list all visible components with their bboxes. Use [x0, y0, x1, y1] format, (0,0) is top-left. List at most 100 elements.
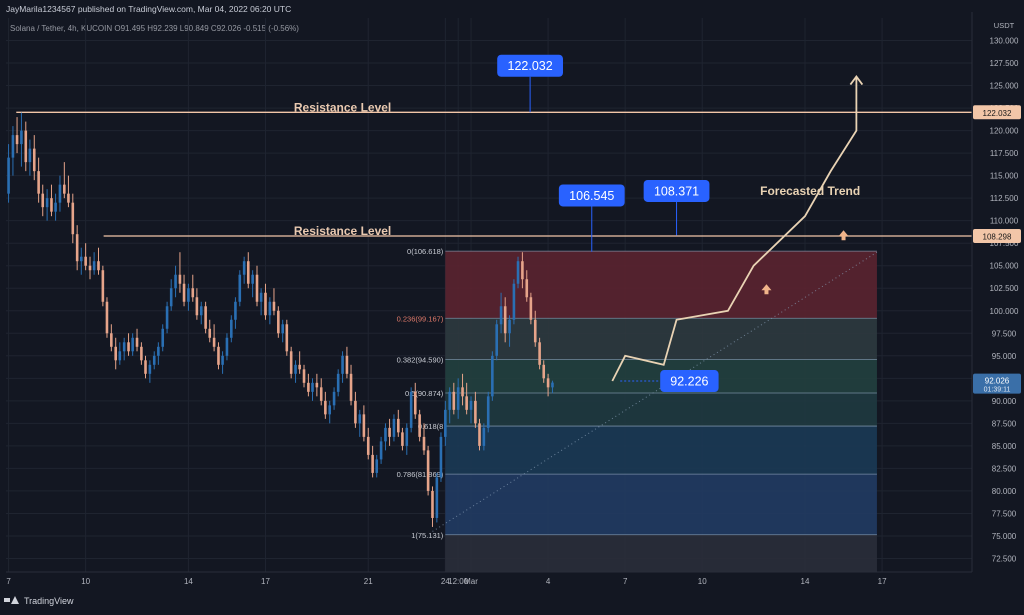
candle-body	[384, 427, 387, 442]
candle	[97, 247, 100, 275]
candle	[538, 337, 541, 370]
y-tick-label: 100.000	[990, 307, 1019, 316]
candle-body	[135, 337, 139, 347]
candle-body	[67, 193, 70, 203]
y-tick-label: 90.000	[992, 397, 1017, 406]
candle	[45, 189, 49, 221]
candle	[114, 337, 118, 370]
publisher-header: JayMarila1234567 published on TradingVie…	[6, 4, 292, 14]
candle	[259, 288, 263, 316]
fib-band	[445, 426, 877, 475]
price-callout-box	[643, 179, 710, 202]
x-tick-label: 10	[81, 577, 90, 586]
candle	[542, 360, 546, 383]
candle	[401, 427, 404, 451]
candle	[478, 418, 481, 451]
candle-body	[392, 418, 396, 437]
candle-body	[503, 306, 507, 334]
candle-body	[435, 477, 439, 518]
price-callout-box	[497, 54, 564, 77]
x-tick-label: 17	[878, 577, 887, 586]
y-tick-label: 105.000	[990, 262, 1019, 271]
candle-body	[465, 396, 468, 410]
candle	[392, 414, 396, 442]
candle-body	[533, 319, 537, 343]
fib-level-label: 0.786(81.869)	[397, 470, 444, 479]
y-tick-label: 125.000	[990, 82, 1019, 91]
candle-body	[144, 360, 147, 374]
forecast-path	[611, 76, 858, 382]
candle-body	[482, 427, 486, 446]
candle	[512, 279, 516, 325]
candle	[431, 486, 434, 527]
candle-body	[371, 454, 374, 473]
candle-body	[238, 274, 242, 302]
candle-body	[413, 391, 417, 415]
candle-body	[45, 198, 49, 208]
candle	[75, 225, 79, 271]
candle	[413, 382, 417, 419]
candle	[384, 423, 387, 451]
candle-body	[97, 261, 100, 271]
y-tick-label: 130.000	[990, 37, 1019, 46]
candle-body	[285, 324, 289, 352]
fib-band	[445, 474, 877, 535]
last-price-value: 92.026	[985, 377, 1010, 386]
candle	[7, 144, 10, 203]
candle	[110, 324, 113, 352]
candle	[405, 423, 409, 455]
candle	[191, 274, 195, 302]
candle	[426, 445, 430, 496]
candle	[465, 382, 468, 415]
candle-body	[272, 301, 276, 311]
candle-body	[486, 396, 490, 428]
candle	[354, 391, 357, 428]
candle	[92, 252, 96, 275]
tradingview-footer: TradingView	[4, 596, 74, 606]
candle-body	[212, 337, 216, 347]
candle	[521, 252, 524, 289]
candle	[255, 265, 259, 307]
candle-body	[281, 324, 284, 334]
candle-body	[336, 373, 340, 392]
candle-body	[178, 274, 182, 284]
candle	[358, 409, 362, 437]
ohlc-values: O91.495 H92.239 L90.849 C92.026 -0.515 (…	[114, 24, 299, 33]
candle	[118, 342, 122, 365]
candle	[285, 319, 289, 356]
candle-body	[512, 283, 516, 320]
candle-body	[11, 135, 15, 158]
fib-level-label: 0.618(8	[418, 422, 443, 431]
candle	[230, 315, 233, 343]
candle-body	[101, 270, 105, 302]
candle	[152, 351, 156, 370]
candle-body	[199, 306, 203, 316]
candle-body	[379, 441, 383, 460]
y-tick-label: 102.500	[990, 284, 1019, 293]
candle	[435, 472, 439, 523]
candles	[7, 112, 554, 527]
candle-body	[277, 310, 280, 334]
candle-body	[551, 382, 554, 388]
candle-body	[422, 436, 426, 451]
candle	[525, 270, 529, 302]
candle-body	[182, 283, 186, 302]
candle-body	[315, 382, 319, 388]
candle	[161, 324, 165, 352]
x-tick-label: 17	[261, 577, 270, 586]
candle	[461, 373, 464, 406]
y-tick-label: 82.500	[992, 464, 1017, 473]
candle	[24, 121, 28, 172]
resistance-axis-badge	[973, 229, 1021, 244]
candle-body	[354, 400, 357, 424]
candle	[482, 423, 486, 451]
candle-body	[375, 459, 379, 473]
candle-body	[307, 382, 310, 392]
candle	[409, 387, 413, 433]
candle-body	[50, 198, 53, 212]
price-callout-box	[660, 370, 719, 393]
y-axis-unit: USDT	[994, 21, 1015, 30]
candle	[88, 256, 92, 280]
candle-body	[366, 436, 370, 455]
